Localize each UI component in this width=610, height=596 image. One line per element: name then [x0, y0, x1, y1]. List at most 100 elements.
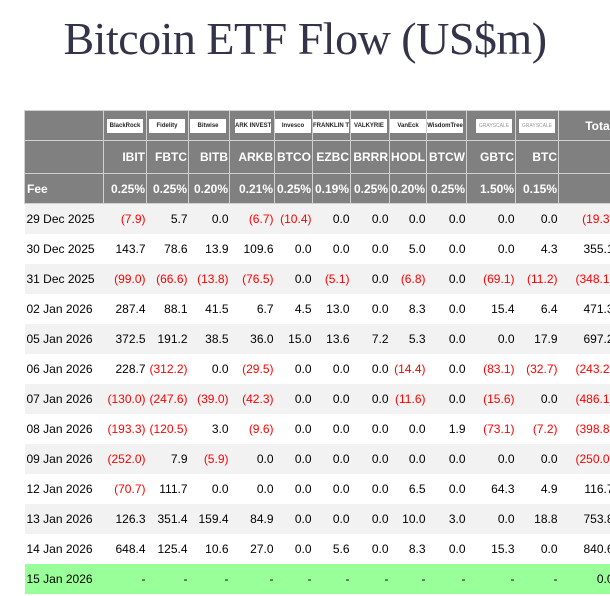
total-cell: 355.1	[558, 234, 610, 264]
blank-header	[558, 140, 610, 174]
flow-cell: 5.0	[389, 234, 427, 264]
flow-cell: (69.1)	[466, 264, 516, 294]
flow-cell: 7.9	[146, 444, 189, 474]
flow-cell: 0.0	[389, 414, 427, 444]
flow-cell: 41.5	[188, 294, 230, 324]
etf-flow-table: BlackRock Fidelity Bitwise ARK INVEST Invesc…	[24, 110, 610, 594]
fee-value: 0.19%	[312, 173, 351, 204]
issuer-logo-cell: ARK INVEST	[229, 110, 275, 141]
flow-cell: 0.0	[229, 474, 275, 504]
date-cell: 12 Jan 2026	[24, 474, 104, 504]
flow-cell: 0.0	[312, 384, 351, 414]
issuer-logo: WisdomTree	[427, 118, 463, 133]
flow-cell: (120.5)	[146, 414, 189, 444]
issuer-logo: Bitwise	[190, 118, 226, 133]
flow-cell: 0.0	[312, 504, 351, 534]
page-title: Bitcoin ETF Flow (US$m)	[63, 13, 547, 64]
total-cell: 0.0	[558, 564, 610, 594]
flow-cell: 13.6	[312, 324, 351, 354]
flow-cell: 0.0	[188, 203, 230, 234]
blank-header	[24, 110, 104, 141]
flow-cell: (6.8)	[389, 264, 427, 294]
flow-cell: 0.0	[466, 234, 516, 264]
flow-cell: (32.7)	[515, 354, 559, 384]
ticker-header: BTCO	[274, 140, 313, 174]
flow-cell: 648.4	[103, 534, 147, 564]
flow-cell: (7.9)	[103, 203, 147, 234]
flow-cell: 0.0	[350, 504, 390, 534]
flow-cell: (66.6)	[146, 264, 189, 294]
flow-cell: 0.0	[426, 444, 467, 474]
flow-cell: 0.0	[312, 354, 351, 384]
flow-cell: -	[274, 564, 313, 594]
date-cell: 13 Jan 2026	[24, 504, 104, 534]
flow-cell: 126.3	[103, 504, 147, 534]
date-cell: 31 Dec 2025	[24, 264, 104, 294]
flow-cell: 6.4	[515, 294, 559, 324]
flow-cell: (11.2)	[515, 264, 559, 294]
ticker-header: BITB	[188, 140, 230, 174]
flow-cell: 0.0	[312, 203, 351, 234]
flow-cell: 0.0	[350, 444, 390, 474]
issuer-logo-cell: Fidelity	[146, 110, 189, 141]
flow-cell: (7.2)	[515, 414, 559, 444]
date-cell: 30 Dec 2025	[24, 234, 104, 264]
flow-cell: (9.6)	[229, 414, 275, 444]
flow-cell: -	[229, 564, 275, 594]
flow-cell: 0.0	[426, 264, 467, 294]
flow-cell: 36.0	[229, 324, 275, 354]
fee-value: 0.21%	[229, 173, 275, 204]
flow-cell: 1.9	[426, 414, 467, 444]
flow-cell: 13.9	[188, 234, 230, 264]
flow-cell: 15.0	[274, 324, 313, 354]
flow-cell: (83.1)	[466, 354, 516, 384]
ticker-header: BRRR	[350, 140, 390, 174]
issuer-logo: VALKYRIE	[351, 118, 387, 133]
ticker-header: EZBC	[312, 140, 351, 174]
flow-cell: (5.1)	[312, 264, 351, 294]
flow-cell: 111.7	[146, 474, 189, 504]
flow-cell: 10.0	[389, 504, 427, 534]
flow-cell: 0.0	[274, 354, 313, 384]
flow-cell: 3.0	[188, 414, 230, 444]
flow-cell: 0.0	[389, 444, 427, 474]
flow-cell: 15.4	[466, 294, 516, 324]
flow-cell: 0.0	[350, 354, 390, 384]
flow-cell: (39.0)	[188, 384, 230, 414]
flow-cell: 18.8	[515, 504, 559, 534]
total-cell: (19.3)	[558, 203, 610, 234]
flow-cell: 109.6	[229, 234, 275, 264]
flow-cell: 0.0	[426, 234, 467, 264]
flow-cell: 0.0	[274, 414, 313, 444]
flow-cell: 3.0	[426, 504, 467, 534]
fee-value: 0.25%	[350, 173, 390, 204]
blank-header	[24, 140, 104, 174]
total-cell: (486.1)	[558, 384, 610, 414]
flow-cell: 4.3	[515, 234, 559, 264]
flow-cell: 0.0	[312, 474, 351, 504]
flow-cell: -	[146, 564, 189, 594]
date-cell: 06 Jan 2026	[24, 354, 104, 384]
total-cell: 116.7	[558, 474, 610, 504]
flow-cell: 0.0	[312, 444, 351, 474]
flow-cell: 5.7	[146, 203, 189, 234]
flow-cell: 27.0	[229, 534, 275, 564]
flow-cell: (11.6)	[389, 384, 427, 414]
flow-cell: 0.0	[274, 474, 313, 504]
flow-cell: 8.3	[389, 294, 427, 324]
flow-cell: 38.5	[188, 324, 230, 354]
issuer-logo: GRAYSCALE	[476, 118, 512, 133]
date-cell: 07 Jan 2026	[24, 384, 104, 414]
flow-cell: (247.6)	[146, 384, 189, 414]
flow-cell: 125.4	[146, 534, 189, 564]
fee-row: Fee 0.25% 0.25% 0.20% 0.21% 0.25% 0.19% 0.25% 0.…	[24, 173, 610, 204]
flow-cell: 0.0	[188, 474, 230, 504]
issuer-logo-cell: VALKYRIE	[350, 110, 390, 141]
flow-cell: (15.6)	[466, 384, 516, 414]
flow-cell: 191.2	[146, 324, 189, 354]
flow-cell: (130.0)	[103, 384, 147, 414]
date-cell: 15 Jan 2026	[24, 564, 104, 594]
issuer-logo-cell: BlackRock	[103, 110, 147, 141]
flow-cell: 5.3	[389, 324, 427, 354]
flow-cell: 0.0	[274, 234, 313, 264]
